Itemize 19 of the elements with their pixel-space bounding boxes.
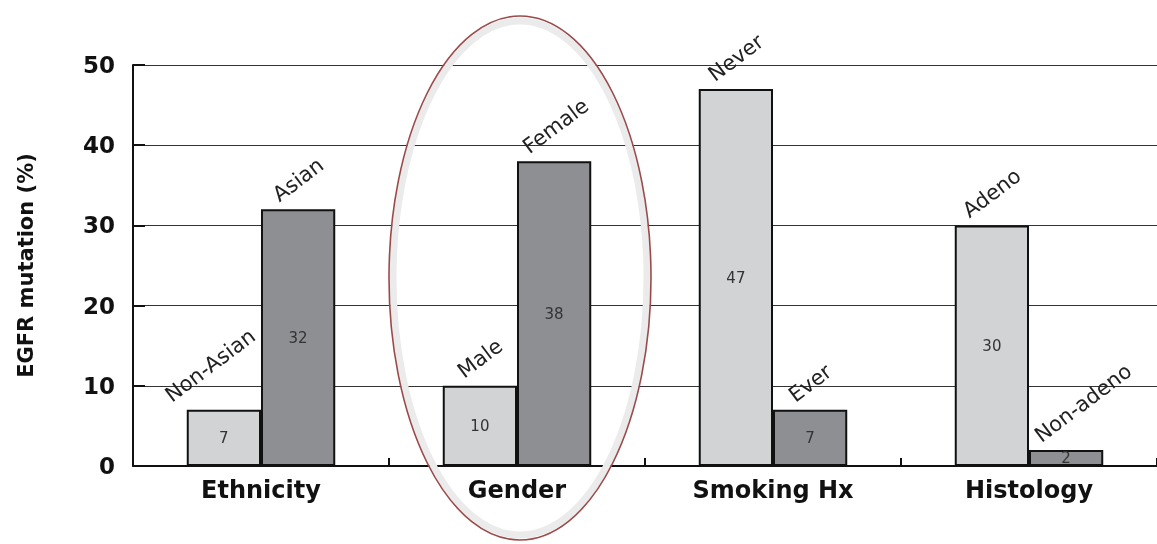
data-label: 10 bbox=[470, 416, 490, 435]
x-tick-label: Histology bbox=[964, 476, 1094, 504]
y-tick-label: 40 bbox=[82, 132, 115, 159]
data-label: 30 bbox=[982, 336, 1002, 355]
data-label: 32 bbox=[288, 328, 308, 347]
data-label: 38 bbox=[544, 304, 564, 323]
data-label: 7 bbox=[219, 428, 229, 447]
y-tick-label: 50 bbox=[82, 52, 115, 78]
x-tick-label: Smoking Hx bbox=[692, 476, 855, 504]
data-label: 2 bbox=[1061, 448, 1071, 467]
x-tick-label: Gender bbox=[467, 476, 567, 504]
data-label: 7 bbox=[805, 428, 815, 447]
y-tick-label: 20 bbox=[82, 292, 115, 319]
y-tick-label: 30 bbox=[82, 212, 115, 239]
y-axis-title: EGFR mutation (%) bbox=[13, 153, 38, 378]
data-label: 47 bbox=[726, 268, 746, 287]
x-tick-label: Ethnicity bbox=[201, 476, 322, 504]
y-tick-label: 10 bbox=[82, 372, 115, 399]
y-tick-label: 0 bbox=[98, 453, 115, 479]
